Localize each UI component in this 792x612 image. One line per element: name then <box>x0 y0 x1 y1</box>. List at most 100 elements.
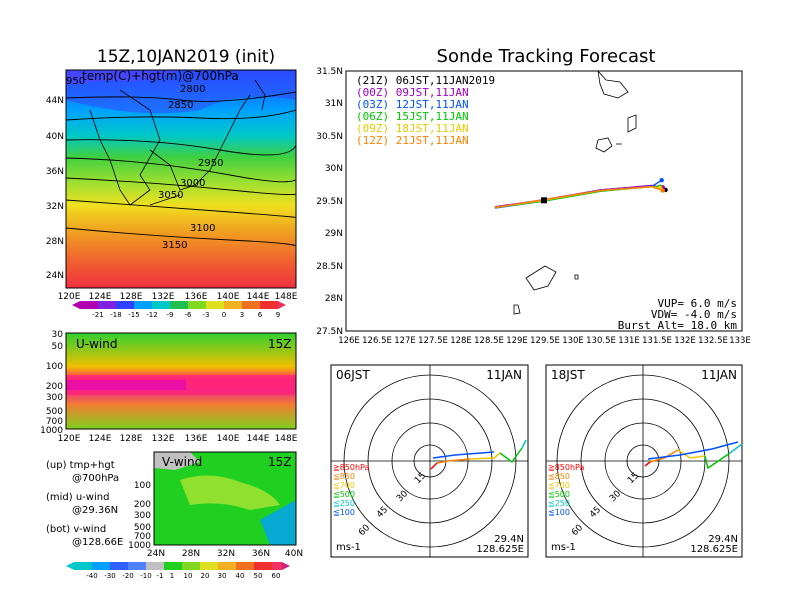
pressure-label: ≦100 <box>548 508 570 517</box>
vwind-time: 15Z <box>268 455 292 469</box>
tick-label: 700 <box>46 417 63 427</box>
tick-label: 40N <box>46 132 64 142</box>
tick-label: 132.5E <box>698 336 728 346</box>
legend-entry: (12Z) 21JST,11JAN <box>356 134 469 147</box>
note-line: @128.66E <box>72 537 123 548</box>
colorbar-label: 40 <box>236 572 245 580</box>
right-title: Sonde Tracking Forecast <box>437 46 656 67</box>
hodo-lat: 29.4N <box>708 534 738 545</box>
hodo-date: 11JAN <box>486 368 522 382</box>
vwind-panel <box>153 451 297 546</box>
tick-label: 50 <box>52 342 64 352</box>
hodo-lon: 128.625E <box>476 544 524 555</box>
note-line: (mid) u-wind <box>46 492 109 503</box>
tick-label: 30N <box>325 164 343 174</box>
vwind-colorbar <box>66 562 290 570</box>
tick-label: 144E <box>247 434 270 444</box>
colorbar-label: -12 <box>146 311 157 319</box>
tick-label: 28N <box>182 549 200 559</box>
map-contour-labels: 2800 2850 2950 3000 3050 3100 3150 <box>158 84 223 251</box>
tick-label: 133E <box>729 336 751 346</box>
map-overlap-label: 950 <box>66 76 85 87</box>
hodo-time: 06JST <box>336 368 370 382</box>
tick-label: 120E <box>58 292 81 302</box>
tick-label: 148E <box>275 292 298 302</box>
colorbar-label: -30 <box>104 572 115 580</box>
hodo-lat: 29.4N <box>494 534 524 545</box>
param-line: Burst Alt= 18.0 km <box>618 319 738 332</box>
pressure-label: ≧850hPa <box>548 463 585 472</box>
tick-label: 126E <box>338 336 360 346</box>
tick-label: 700 <box>134 532 151 542</box>
pressure-label: ≦850 <box>333 472 355 481</box>
uwind-panel <box>65 332 297 430</box>
tick-label: 24N <box>46 271 64 281</box>
tick-label: 140E <box>217 292 240 302</box>
colorbar-label: 20 <box>201 572 210 580</box>
legend-entry: (03Z) 12JST,11JAN <box>356 98 469 111</box>
vwind-colorbar-labels: -40 -30 -20 -10 -1 1 10 20 30 40 50 60 <box>86 572 280 580</box>
tick-label: 124E <box>89 292 112 302</box>
colorbar-label: 9 <box>276 311 280 319</box>
tick-label: 32N <box>217 549 235 559</box>
contour-label: 3100 <box>190 223 215 234</box>
temp-colorbar-labels: -21 -18 -15 -12 -9 -6 -3 0 3 6 9 <box>92 311 280 319</box>
tick-label: 200 <box>134 500 151 510</box>
tick-label: 136E <box>185 434 208 444</box>
track-mid-marker <box>541 197 547 204</box>
hodo-06-trace <box>430 439 527 470</box>
colorbar-label: -15 <box>128 311 139 319</box>
map-lat-ticks: 44N 40N 36N 32N 28N 24N <box>46 96 64 281</box>
tick-label: 200 <box>46 382 63 392</box>
tick-label: 129.5E <box>530 336 560 346</box>
tick-label: 40N <box>285 549 303 559</box>
tick-label: 29N <box>325 229 343 239</box>
pressure-label: ≧850hPa <box>333 463 370 472</box>
colorbar-label: -20 <box>122 572 133 580</box>
tick-label: 36N <box>46 167 64 177</box>
temp-map <box>66 70 296 288</box>
vwind-label: V-wind <box>162 455 202 469</box>
tick-label: 128E <box>450 336 472 346</box>
tick-label: 127E <box>394 336 416 346</box>
tick-label: 126.5E <box>362 336 392 346</box>
tick-label: 132E <box>152 292 175 302</box>
pressure-label: ≦500 <box>333 490 355 499</box>
vwind-lat-ticks: 24N 28N 32N 36N 40N <box>147 549 303 559</box>
tick-label: 127.5E <box>418 336 448 346</box>
contour-label: 2800 <box>180 84 205 95</box>
colorbar-label: 10 <box>184 572 193 580</box>
vwind-p-ticks: 100 200 300 500 700 1000 <box>128 481 151 551</box>
uwind-lon-ticks: 120E 124E 128E 132E 136E 140E 144E 148E <box>58 434 298 444</box>
legend-entry: (09Z) 18JST,11JAN <box>356 122 469 135</box>
colorbar-label: -10 <box>140 572 151 580</box>
colorbar-label: -3 <box>203 311 210 319</box>
temp-colorbar <box>72 301 286 309</box>
pressure-label: ≦500 <box>548 490 570 499</box>
hodo-unit: ms-1 <box>551 542 576 553</box>
tick-label: 132E <box>152 434 175 444</box>
tick-label: 131E <box>618 336 640 346</box>
hodograph-18: 18JST 11JAN 15 30 45 60 ≧850hPa ≦850 ≦70… <box>545 364 743 558</box>
note-line: (up) tmp+hgt <box>46 460 115 471</box>
contour-label: 3150 <box>162 240 187 251</box>
param-line: VUP= 6.0 m/s <box>658 297 737 310</box>
colorbar-label: 0 <box>222 311 226 319</box>
note-line: @29.36N <box>72 505 118 516</box>
colorbar-label: 30 <box>218 572 227 580</box>
tick-label: 144E <box>247 292 270 302</box>
colorbar-label: -1 <box>157 572 164 580</box>
track-lon-ticks: 126E 126.5E 127E 127.5E 128E 128.5E 129E… <box>338 336 751 346</box>
track-lat-ticks: 31.5N 31N 30.5N 30N 29.5N 29N 28.5N 28N … <box>316 67 343 337</box>
tick-label: 24N <box>147 549 165 559</box>
contour-label: 2950 <box>198 158 223 169</box>
tick-label: 120E <box>58 434 81 444</box>
tick-label: 27.5N <box>316 327 343 337</box>
colorbar-label: 1 <box>170 572 174 580</box>
colorbar-label: -21 <box>92 311 103 319</box>
track-series-group <box>494 178 668 209</box>
note-line: (bot) v-wind <box>46 524 106 535</box>
track-end-point-5 <box>660 188 665 193</box>
colorbar-label: 6 <box>258 311 263 319</box>
uwind-p-ticks: 30 50 100 200 300 500 700 1000 <box>40 330 63 436</box>
